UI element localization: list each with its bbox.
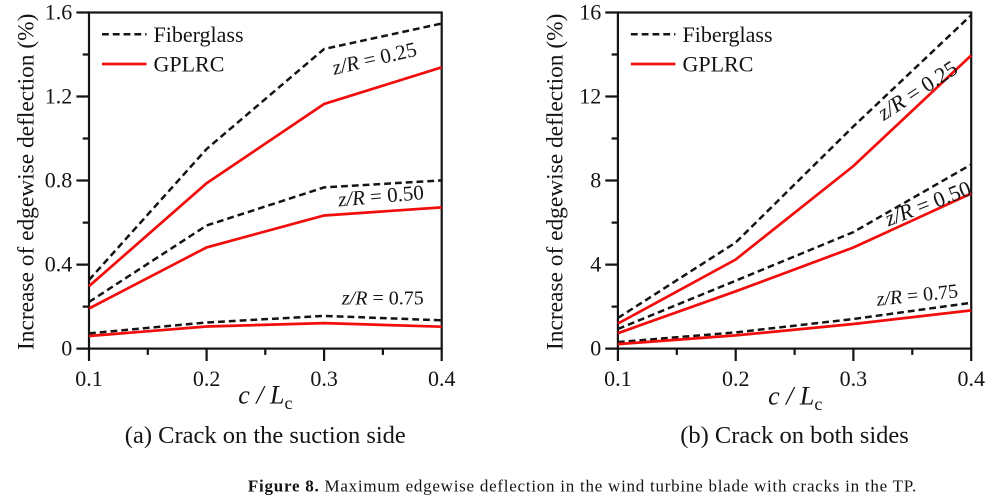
svg-text:(b) Crack on both sides: (b) Crack on both sides bbox=[680, 422, 909, 449]
svg-text:0: 0 bbox=[61, 336, 72, 361]
svg-text:16: 16 bbox=[579, 0, 601, 25]
svg-text:GPLRC: GPLRC bbox=[154, 52, 225, 77]
svg-text:Increase of edgewise deflectio: Increase of edgewise deflection (%) bbox=[542, 14, 568, 350]
svg-text:0.4: 0.4 bbox=[45, 252, 73, 277]
svg-text:1.2: 1.2 bbox=[45, 84, 73, 109]
svg-text:z/R = 0.50: z/R = 0.50 bbox=[880, 175, 974, 231]
svg-text:4: 4 bbox=[590, 252, 601, 277]
svg-text:0: 0 bbox=[590, 336, 601, 361]
svg-text:0.1: 0.1 bbox=[604, 366, 632, 391]
svg-text:0.2: 0.2 bbox=[722, 366, 750, 391]
svg-text:(a) Crack on the suction side: (a) Crack on the suction side bbox=[125, 422, 406, 449]
svg-text:0.3: 0.3 bbox=[310, 366, 338, 391]
svg-text:0.3: 0.3 bbox=[840, 366, 868, 391]
svg-text:Fiberglass: Fiberglass bbox=[154, 22, 244, 47]
svg-text:GPLRC: GPLRC bbox=[683, 52, 754, 77]
svg-text:Figure 8. Maximum edgewise def: Figure 8. Maximum edgewise deflection in… bbox=[248, 477, 917, 496]
svg-text:z/R = 0.50: z/R = 0.50 bbox=[336, 180, 425, 211]
svg-text:c / Lc: c / Lc bbox=[768, 382, 822, 415]
svg-text:12: 12 bbox=[579, 84, 601, 109]
svg-text:Increase of edgewise deflectio: Increase of edgewise deflection (%) bbox=[14, 14, 40, 350]
svg-text:c / Lc: c / Lc bbox=[238, 381, 292, 414]
svg-text:8: 8 bbox=[590, 168, 601, 193]
svg-text:0.8: 0.8 bbox=[45, 168, 73, 193]
svg-text:Fiberglass: Fiberglass bbox=[683, 22, 773, 47]
svg-text:0.4: 0.4 bbox=[957, 366, 985, 391]
svg-text:0.2: 0.2 bbox=[193, 366, 221, 391]
svg-text:0.1: 0.1 bbox=[75, 366, 103, 391]
svg-text:z/R = 0.25: z/R = 0.25 bbox=[329, 37, 419, 80]
svg-text:z/R = 0.75: z/R = 0.75 bbox=[341, 288, 424, 310]
svg-text:1.6: 1.6 bbox=[45, 0, 73, 25]
svg-text:0.4: 0.4 bbox=[428, 366, 456, 391]
